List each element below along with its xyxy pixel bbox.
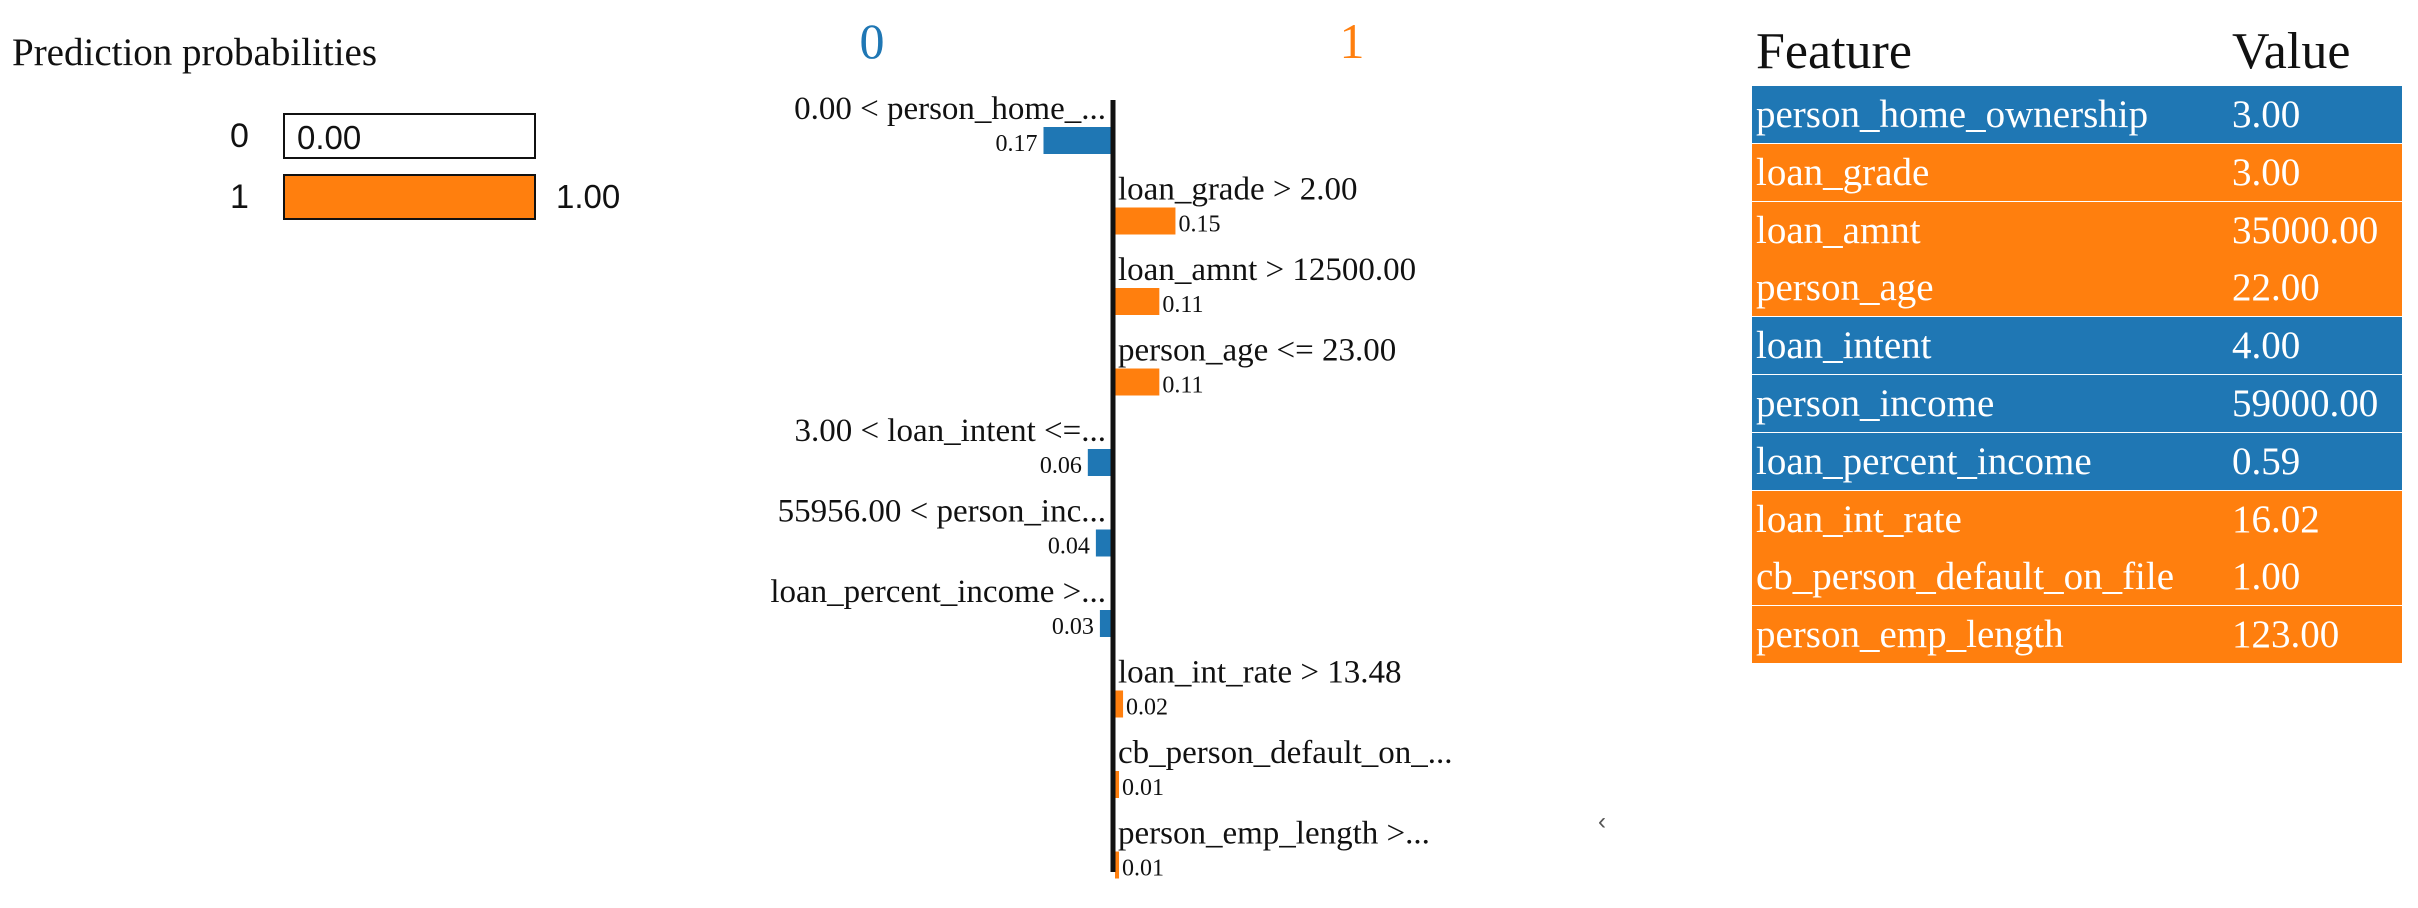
feature-bar-value: 0.06 (1040, 453, 1082, 479)
feature-bar (1115, 368, 1160, 396)
prob-class-label: 1 (230, 178, 249, 216)
feature-cell: loan_amnt (1756, 208, 1921, 252)
value-cell: 123.00 (2232, 613, 2340, 657)
feature-bar-value: 0.01 (1122, 775, 1164, 801)
feature-bar (1115, 851, 1120, 879)
feature-bar-value: 0.02 (1126, 695, 1168, 721)
feature-bar (1115, 771, 1120, 798)
feature-bar (1099, 610, 1112, 637)
value-cell: 1.00 (2232, 555, 2301, 599)
feature-bar-value: 0.11 (1162, 373, 1203, 399)
feature-bar-value: 0.04 (1048, 534, 1090, 560)
feature-bar-label: person_age <= 23.00 (1118, 333, 1396, 369)
feature-bar-value: 0.17 (995, 131, 1037, 157)
feature-bar-label: loan_int_rate > 13.48 (1118, 655, 1401, 691)
feature-cell: loan_grade (1756, 150, 1930, 194)
feature-bar (1095, 529, 1112, 557)
prediction-title: Prediction probabilities (12, 31, 378, 74)
table-row: loan_int_rate 16.02 (1752, 490, 2402, 548)
table-row: cb_person_default_on_file 1.00 (1752, 548, 2402, 606)
collapse-caret-icon[interactable]: ‹ (1598, 808, 1606, 835)
value-cell: 16.02 (2232, 497, 2320, 541)
class-label-0: 0 (860, 13, 885, 69)
feature-bar (1087, 449, 1112, 476)
prob-value-text: 0.00 (297, 119, 362, 156)
feature-bar (1115, 288, 1160, 315)
value-cell: 3.00 (2232, 150, 2301, 194)
prob-row-0: 0 0.00 (230, 113, 650, 163)
feature-cell: person_home_ownership (1756, 93, 2149, 136)
table-row: person_emp_length 123.00 (1752, 606, 2402, 664)
value-cell: 3.00 (2232, 93, 2301, 136)
value-cell: 59000.00 (2232, 382, 2379, 425)
feature-cell: loan_int_rate (1756, 497, 1962, 541)
feature-cell: loan_percent_income (1756, 439, 2092, 483)
feature-cell: person_age (1756, 266, 1934, 310)
feature-cell: loan_intent (1756, 324, 1932, 368)
table-row: loan_intent 4.00 (1752, 317, 2402, 375)
feature-cell: person_income (1756, 382, 1995, 425)
feature-bar (1115, 207, 1176, 235)
feature-bar-label: person_emp_length >... (1118, 816, 1430, 852)
feature-bar-label: loan_amnt > 12500.00 (1118, 252, 1416, 288)
value-header: Value (2232, 23, 2351, 80)
prob-row-1: 1 1.00 (230, 174, 650, 224)
value-cell: 35000.00 (2232, 208, 2379, 252)
prob-class-label: 0 (230, 117, 249, 155)
feature-bar-label: cb_person_default_on_... (1118, 735, 1453, 771)
table-row: person_age 22.00 (1752, 259, 2402, 317)
feature-cell: person_emp_length (1756, 613, 2064, 657)
class-label-1: 1 (1340, 13, 1365, 69)
table-row: loan_percent_income 0.59 (1752, 432, 2402, 490)
prob-bar-frame: 0.00 (283, 113, 536, 159)
feature-bar-label: 3.00 < loan_intent <=... (794, 413, 1106, 449)
table-row: person_income 59000.00 (1752, 375, 2402, 432)
feature-bar (1043, 127, 1112, 154)
prob-bar-fill (285, 176, 534, 218)
table-row: loan_amnt 35000.00 (1752, 201, 2402, 259)
feature-bar (1115, 690, 1124, 718)
prob-value-text: 1.00 (556, 178, 621, 215)
feature-header: Feature (1756, 23, 1912, 80)
feature-bar-label: 0.00 < person_home_... (794, 91, 1106, 127)
feature-cell: cb_person_default_on_file (1756, 555, 2175, 599)
feature-bar-value: 0.03 (1052, 614, 1094, 640)
feature-bar-value: 0.15 (1178, 212, 1220, 238)
feature-bar-value: 0.01 (1122, 856, 1164, 882)
value-cell: 4.00 (2232, 324, 2301, 368)
value-cell: 22.00 (2232, 266, 2320, 310)
feature-bar-label: loan_percent_income >... (770, 574, 1106, 610)
feature-bar-label: loan_grade > 2.00 (1118, 172, 1357, 208)
prob-bar-frame (283, 174, 536, 220)
feature-bar-value: 0.11 (1162, 292, 1203, 318)
table-row: person_home_ownership 3.00 (1752, 86, 2402, 143)
table-row: loan_grade 3.00 (1752, 143, 2402, 201)
feature-bar-label: 55956.00 < person_inc... (778, 494, 1106, 530)
value-cell: 0.59 (2232, 439, 2301, 483)
